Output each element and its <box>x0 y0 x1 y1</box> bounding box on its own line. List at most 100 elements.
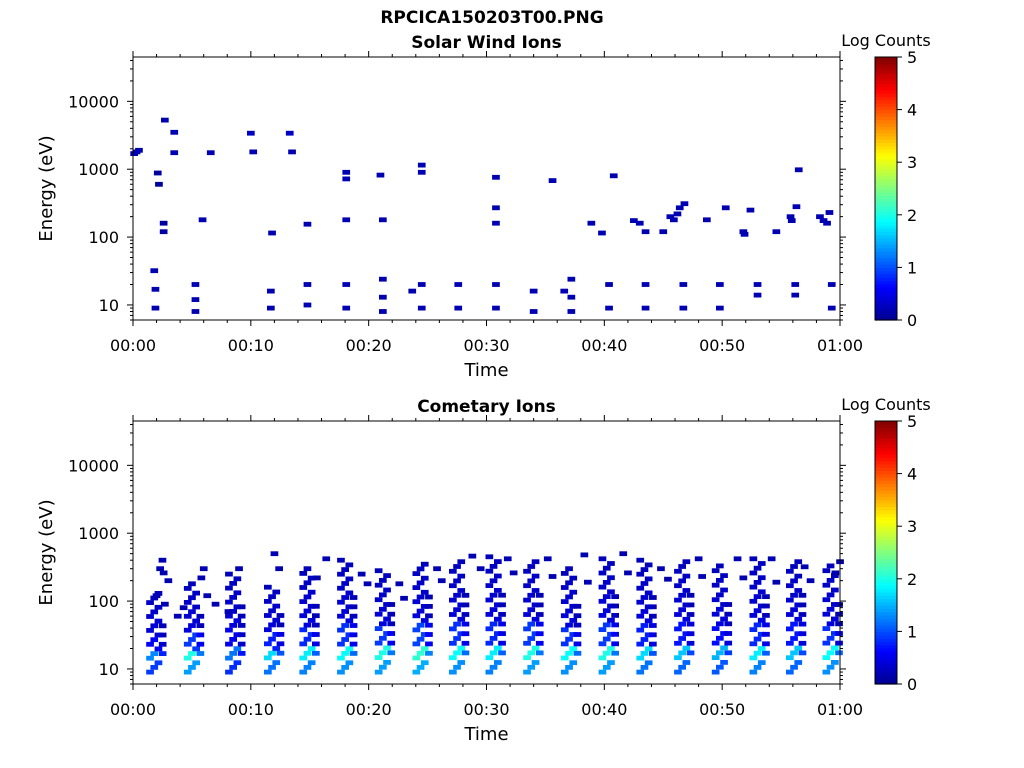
data-cell <box>535 631 544 637</box>
data-cell <box>457 616 466 622</box>
data-cell <box>822 626 831 631</box>
colorbar-segment <box>875 211 897 216</box>
colorbar-segment <box>875 470 897 475</box>
colorbar-segment <box>875 73 897 78</box>
data-cell <box>453 578 461 584</box>
data-cell <box>644 576 653 582</box>
data-cell <box>379 621 387 627</box>
colorbar-segment <box>875 457 897 462</box>
data-cell <box>461 621 470 627</box>
colorbar-segment <box>875 430 897 435</box>
data-cell <box>649 595 657 600</box>
colorbar-tick-label: 1 <box>907 258 917 277</box>
data-cell <box>786 626 794 632</box>
colorbar-segment <box>875 126 897 130</box>
plot-area <box>130 117 836 314</box>
data-cell <box>272 660 281 665</box>
data-cell <box>461 650 470 656</box>
data-cell <box>636 655 645 661</box>
data-cell <box>790 564 798 569</box>
data-cell <box>721 205 730 211</box>
data-cell <box>224 609 233 614</box>
data-cell <box>454 282 463 287</box>
data-cell <box>342 169 351 175</box>
data-cell <box>602 608 611 614</box>
data-cell <box>822 597 831 603</box>
data-cell <box>342 305 351 311</box>
data-cell <box>605 305 613 311</box>
data-cell <box>247 130 255 136</box>
data-cell <box>527 607 536 613</box>
data-cell <box>152 593 161 599</box>
data-cell <box>786 669 794 675</box>
data-cell <box>644 646 653 652</box>
data-cell <box>225 585 233 591</box>
data-cell <box>641 305 650 311</box>
data-cell <box>798 592 807 598</box>
data-cell <box>449 626 457 632</box>
data-cell <box>492 205 500 211</box>
data-cell <box>374 611 383 617</box>
data-cell <box>425 613 433 619</box>
data-cell <box>682 660 691 665</box>
data-cell <box>379 635 387 641</box>
data-cell <box>607 589 615 595</box>
data-cell <box>303 622 312 628</box>
colorbar-segment <box>875 595 897 600</box>
colorbar-segment <box>875 201 897 206</box>
data-cell <box>535 602 544 608</box>
data-cell <box>288 149 296 155</box>
data-cell <box>607 646 615 651</box>
colorbar-segment <box>875 605 897 609</box>
data-cell <box>457 645 466 651</box>
colorbar-segment <box>875 63 897 68</box>
data-cell <box>268 622 276 628</box>
data-cell <box>275 566 283 572</box>
data-cell <box>611 650 619 656</box>
colorbar-segment <box>875 66 897 71</box>
data-cell <box>158 641 167 647</box>
data-cell <box>151 305 160 311</box>
data-cell <box>237 632 246 638</box>
data-cell <box>342 217 351 223</box>
data-cell <box>492 174 500 180</box>
data-cell <box>449 669 457 675</box>
y-tick-label: 1000 <box>78 160 119 179</box>
data-cell <box>649 613 657 619</box>
colorbar-segment <box>875 237 897 242</box>
data-cell <box>197 575 206 581</box>
data-cell <box>272 646 281 651</box>
data-cell <box>425 604 433 609</box>
data-cell <box>798 631 807 637</box>
colorbar-segment <box>875 631 897 636</box>
data-cell <box>791 282 800 287</box>
data-cell <box>150 637 159 643</box>
data-cell <box>229 609 237 614</box>
colorbar-segment <box>875 300 897 305</box>
data-cell <box>786 640 794 646</box>
data-cell <box>416 622 425 628</box>
data-cell <box>831 631 839 636</box>
data-cell <box>457 588 466 593</box>
data-cell <box>772 579 781 585</box>
data-cell <box>678 564 686 569</box>
data-cell <box>268 230 276 236</box>
colorbar-segment <box>875 539 897 544</box>
data-cell <box>580 552 589 558</box>
data-cell <box>657 566 665 572</box>
data-cell <box>191 282 200 287</box>
data-cell <box>825 210 834 215</box>
data-cell <box>711 597 720 603</box>
data-cell <box>569 660 578 666</box>
colorbar-segment <box>875 142 897 147</box>
data-cell <box>531 631 540 637</box>
colorbar-segment <box>875 267 897 272</box>
data-cell <box>640 581 649 586</box>
data-cell <box>379 650 387 656</box>
data-cell <box>749 556 758 562</box>
data-cell <box>565 594 573 600</box>
data-cell <box>607 617 615 623</box>
panel-title: Solar Wind Ions <box>411 33 562 53</box>
data-cell <box>454 305 463 311</box>
x-tick-label: 00:50 <box>699 336 745 355</box>
